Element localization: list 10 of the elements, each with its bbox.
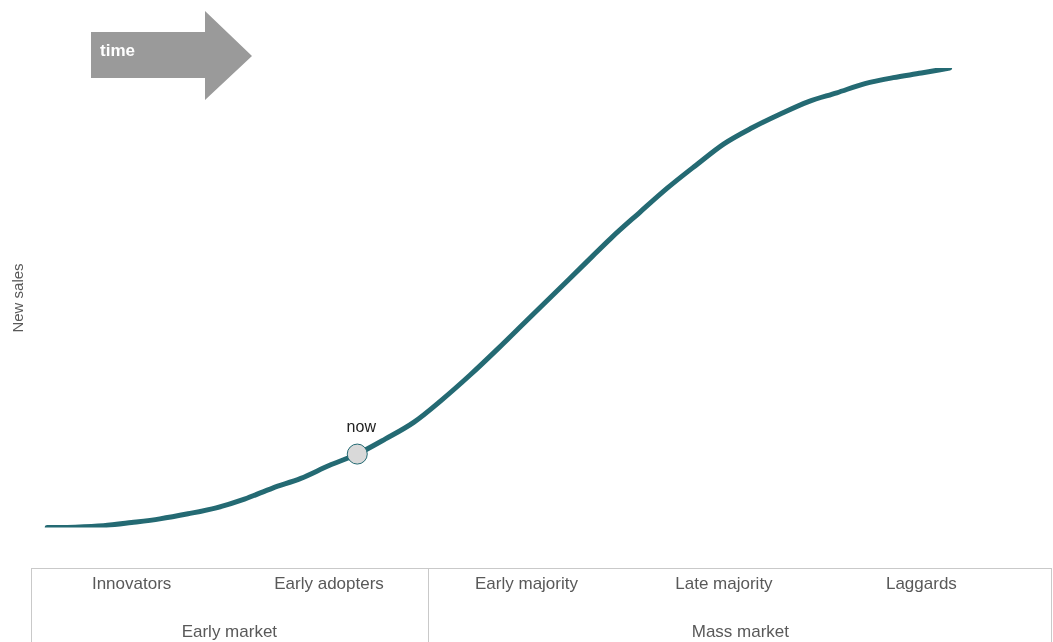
- x-tick-label: Late majority: [675, 574, 774, 594]
- annotation: now: [346, 418, 377, 436]
- x-tick-label: Early majority: [475, 574, 579, 594]
- x-tick-label: Laggards: [885, 574, 957, 594]
- text: Early market: [181, 622, 278, 642]
- text: time: [100, 41, 135, 61]
- x-tick-label: Innovators: [91, 574, 172, 594]
- x-tick-label: Early adopters: [274, 574, 384, 594]
- y-axis-title: New sales: [8, 263, 26, 333]
- text: Mass market: [691, 622, 790, 642]
